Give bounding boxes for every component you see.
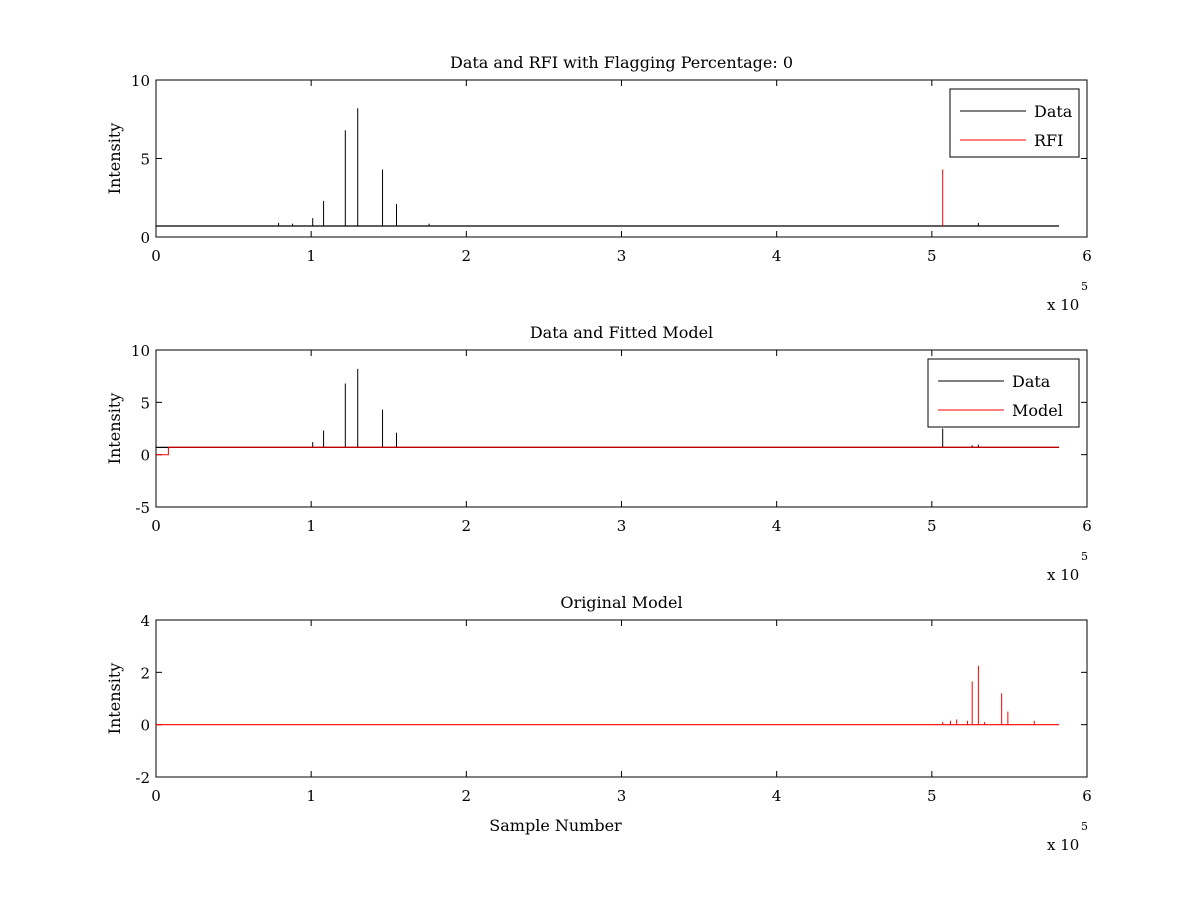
- x-tick-label: 6: [1082, 517, 1092, 535]
- legend-entry: Data: [1034, 102, 1073, 121]
- y-tick-label: 4: [140, 612, 150, 630]
- y-axis-label: Intensity: [105, 123, 124, 195]
- series-data: [156, 108, 1060, 227]
- x-tick-label: 5: [927, 517, 937, 535]
- x-multiplier-base: x 10: [1047, 836, 1079, 854]
- x-tick-label: 6: [1082, 787, 1092, 805]
- series-model-trace: [156, 665, 1060, 726]
- y-tick-label: 5: [140, 394, 150, 412]
- subplot-1: Data and RFI with Flagging Percentage: 0…: [105, 53, 1092, 314]
- legend-entry: Model: [1012, 401, 1063, 420]
- x-axis-label: Sample Number: [489, 816, 622, 835]
- legend-entry: RFI: [1034, 131, 1063, 150]
- y-axis-label: Intensity: [105, 663, 124, 735]
- x-tick-label: 4: [772, 787, 782, 805]
- chart-title: Data and Fitted Model: [530, 323, 713, 342]
- x-tick-label: 3: [617, 787, 627, 805]
- x-tick-label: 3: [617, 247, 627, 265]
- x-tick-label: 3: [617, 517, 627, 535]
- y-tick-label: 0: [140, 229, 150, 247]
- x-tick-label: 5: [927, 787, 937, 805]
- x-multiplier-base: x 10: [1047, 566, 1079, 584]
- y-tick-label: -2: [135, 769, 150, 787]
- y-tick-label: 2: [140, 664, 150, 682]
- x-tick-label: 1: [306, 787, 316, 805]
- y-tick-label: 10: [131, 342, 150, 360]
- x-tick-label: 4: [772, 247, 782, 265]
- x-multiplier-exponent: 5: [1081, 280, 1088, 293]
- x-tick-label: 1: [306, 247, 316, 265]
- y-tick-label: 0: [140, 447, 150, 465]
- y-axis-label: Intensity: [105, 393, 124, 465]
- legend-box: [927, 358, 1080, 428]
- x-multiplier-base: x 10: [1047, 296, 1079, 314]
- y-tick-label: 10: [131, 72, 150, 90]
- legend-box: [949, 88, 1080, 158]
- subplot-panels: Data and RFI with Flagging Percentage: 0…: [105, 53, 1092, 854]
- x-tick-label: 0: [151, 247, 161, 265]
- x-tick-label: 6: [1082, 247, 1092, 265]
- y-tick-label: 0: [140, 717, 150, 735]
- x-tick-label: 4: [772, 517, 782, 535]
- x-tick-label: 1: [306, 517, 316, 535]
- legend: Data Model: [927, 358, 1080, 428]
- x-tick-label: 0: [151, 517, 161, 535]
- x-multiplier-exponent: 5: [1081, 550, 1088, 563]
- series-model: [156, 446, 1060, 456]
- x-tick-label: 0: [151, 787, 161, 805]
- y-tick-label: 5: [140, 151, 150, 169]
- chart-title: Original Model: [560, 593, 682, 612]
- series-line: [156, 446, 1060, 456]
- x-tick-label: 2: [462, 517, 472, 535]
- x-tick-label: 2: [462, 787, 472, 805]
- x-tick-label: 5: [927, 247, 937, 265]
- y-tick-label: -5: [135, 499, 150, 517]
- legend-entry: Data: [1012, 372, 1051, 391]
- chart-title: Data and RFI with Flagging Percentage: 0: [450, 53, 793, 72]
- series-rfi: [942, 169, 944, 227]
- x-tick-label: 2: [462, 247, 472, 265]
- x-multiplier-exponent: 5: [1081, 820, 1088, 833]
- legend: Data RFI: [949, 88, 1080, 158]
